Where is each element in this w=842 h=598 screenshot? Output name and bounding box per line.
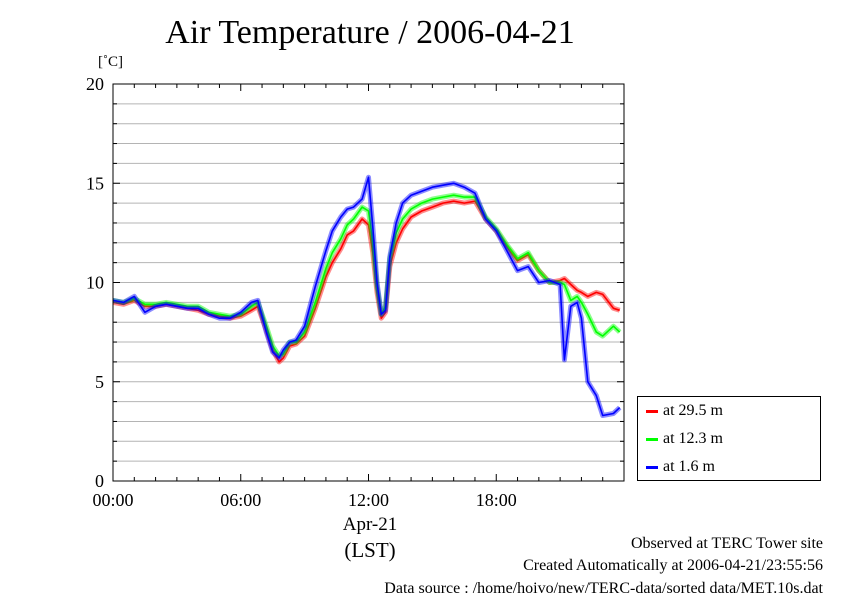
x-tick-label: 18:00	[476, 490, 517, 510]
x-tick-label: 12:00	[348, 490, 389, 510]
plot-frame	[112, 83, 625, 482]
legend-item-29-5m: at 29.5 m	[646, 401, 723, 421]
legend-label: at 29.5 m	[663, 402, 723, 419]
y-tick-label: 5	[95, 372, 104, 392]
x-axis-date-label: Apr-21	[342, 514, 398, 535]
y-axis-unit-label: [˚C]	[98, 54, 123, 70]
x-axis-timezone-label: (LST)	[344, 538, 396, 562]
legend-item-12-3m: at 12.3 m	[646, 429, 723, 449]
series-line-2	[112, 176, 621, 417]
x-tick-label: 06:00	[220, 490, 261, 510]
legend-label: at 1.6 m	[663, 458, 715, 475]
footer-data-source: Data source : /home/hoivo/new/TERC-data/…	[384, 580, 823, 597]
legend-swatch-red	[646, 409, 658, 413]
x-tick-label: 00:00	[92, 490, 133, 510]
footer-created-timestamp: Created Automatically at 2006-04-21/23:5…	[523, 557, 823, 574]
legend-swatch-green	[646, 437, 658, 441]
chart-legend: at 29.5 m at 12.3 m at 1.6 m	[637, 396, 821, 481]
chart-title: Air Temperature / 2006-04-21	[165, 14, 575, 51]
legend-swatch-blue	[646, 465, 658, 469]
series-line-1	[112, 194, 621, 357]
y-tick-label: 20	[86, 74, 104, 94]
legend-label: at 12.3 m	[663, 430, 723, 447]
y-tick-label: 10	[86, 273, 104, 293]
y-tick-label: 0	[95, 471, 104, 491]
legend-item-1-6m: at 1.6 m	[646, 457, 715, 477]
y-tick-label: 15	[86, 173, 104, 193]
footer-observation-site: Observed at TERC Tower site	[630, 535, 823, 552]
